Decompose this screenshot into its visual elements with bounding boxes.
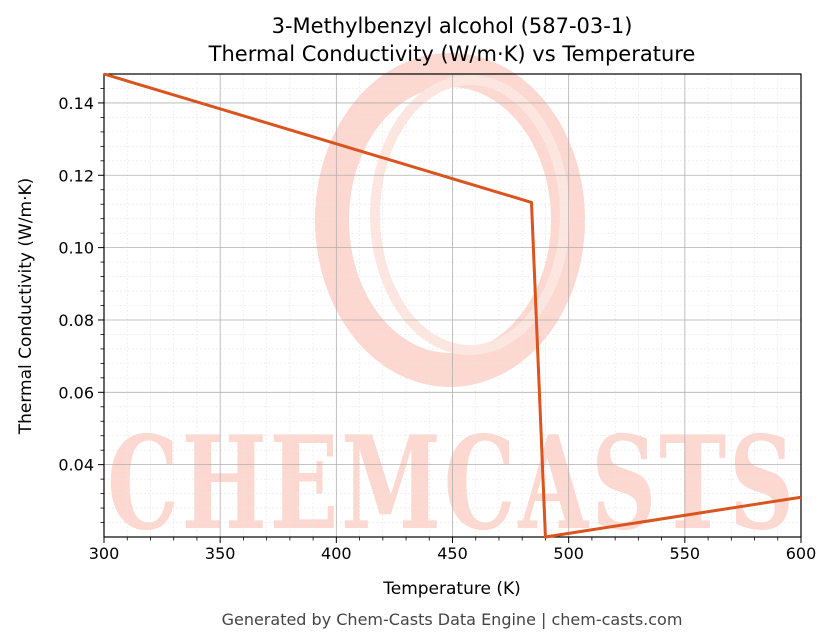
series-line: [103, 72, 802, 539]
y-tick-label: 0.08: [58, 311, 94, 330]
y-axis-label: Thermal Conductivity (W/m·K): [16, 178, 36, 436]
chart-subtitle: Thermal Conductivity (W/m·K) vs Temperat…: [208, 42, 696, 66]
y-tick-label: 0.04: [58, 456, 94, 475]
x-tick-label: 600: [786, 544, 817, 563]
x-axis-label: Temperature (K): [382, 579, 521, 599]
watermark-ring-inner: [370, 75, 570, 355]
x-tick-label: 350: [205, 544, 236, 563]
y-tick-label: 0.12: [58, 166, 94, 185]
x-tick-label: 550: [670, 544, 701, 563]
footer-credit: Generated by Chem-Casts Data Engine | ch…: [222, 610, 683, 629]
ticks: 300 350 400 450 500 550 600 0.04 0.06 0.08 0.10 0.1…: [58, 88, 816, 563]
x-tick-label: 450: [437, 544, 468, 563]
watermark: CHEMCASTS: [107, 53, 797, 559]
series-layer: [103, 72, 802, 539]
y-tick-label: 0.06: [58, 383, 94, 402]
x-tick-label: 500: [553, 544, 584, 563]
x-tick-label: 400: [321, 544, 352, 563]
y-tick-label: 0.10: [58, 239, 94, 258]
x-tick-label: 300: [89, 544, 120, 563]
watermark-text: CHEMCASTS: [107, 409, 797, 559]
chart-title: 3-Methylbenzyl alcohol (587-03-1): [272, 14, 633, 38]
y-tick-label: 0.14: [58, 94, 94, 113]
